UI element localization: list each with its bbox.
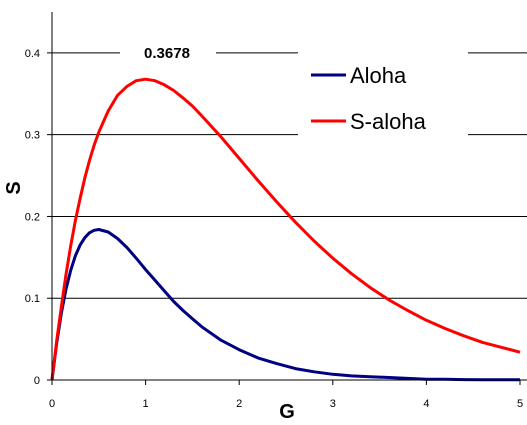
series-lines — [50, 77, 521, 382]
x-tick-label: 4 — [423, 398, 429, 410]
y-axis-title: S — [3, 181, 25, 194]
legend: Aloha S-aloha — [298, 52, 468, 136]
y-tick-label: 0.3 — [25, 130, 40, 142]
annotation-background — [120, 40, 216, 65]
x-tick-label: 1 — [143, 398, 149, 410]
series-line-aloha — [50, 228, 520, 382]
y-tick-labels: 0 0.1 0.2 0.3 0.4 — [25, 48, 40, 387]
legend-label-aloha: Aloha — [350, 63, 407, 88]
y-tick-label: 0 — [34, 375, 40, 387]
x-tick-label: 3 — [330, 398, 336, 410]
series-line-s-aloha — [50, 77, 521, 381]
y-tick-label: 0.2 — [25, 211, 40, 223]
x-axis-title: G — [279, 401, 295, 423]
x-tick-label: 5 — [517, 398, 523, 410]
y-tick-label: 0.4 — [25, 48, 40, 60]
x-tick-label: 0 — [49, 398, 55, 410]
peak-annotation: 0.3678 — [144, 45, 190, 62]
y-tick-label: 0.1 — [25, 293, 40, 305]
legend-label-s-aloha: S-aloha — [350, 109, 427, 134]
x-tick-label: 2 — [236, 398, 242, 410]
x-tick-labels: 0 1 2 3 4 5 — [49, 380, 523, 410]
